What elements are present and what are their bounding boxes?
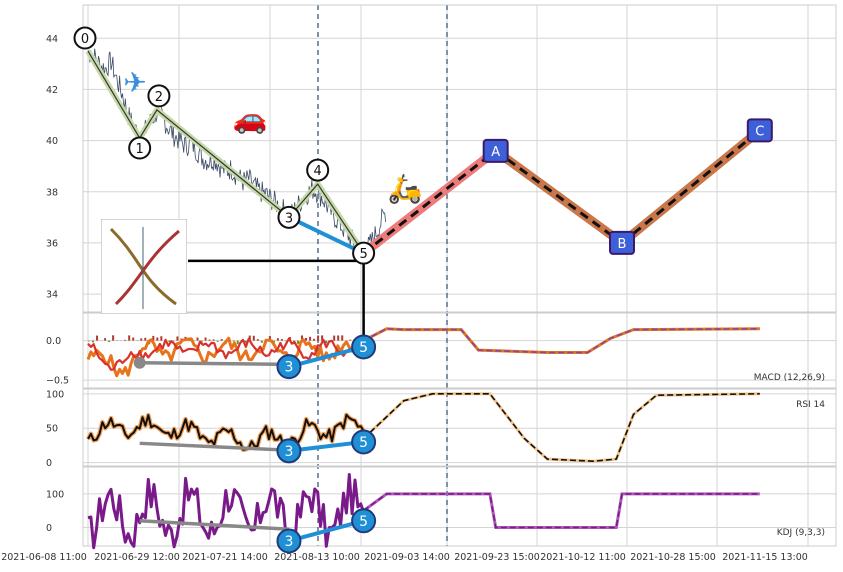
macd-histogram-bar: [88, 341, 90, 342]
wave-label: 0: [81, 32, 89, 47]
y-tick-label: −0.5: [46, 376, 69, 387]
y-tick-label: 42: [46, 85, 58, 96]
macd-histogram-bar: [337, 335, 339, 340]
y-tick-label: 0: [46, 523, 52, 534]
rsi-forward-line: [364, 394, 760, 461]
macd-histogram-bar: [176, 336, 178, 340]
macd-histogram-bar: [124, 340, 126, 341]
scooter-icon: 🛵: [388, 172, 423, 205]
macd-histogram-bar: [221, 339, 223, 341]
projection-label: B: [618, 237, 627, 252]
macd-panel: 0.0 −0.5 3 5: [46, 329, 760, 387]
x-tick-label: 2021-10-28 15:00: [630, 552, 716, 563]
macd-histogram-bar: [237, 341, 239, 345]
panel-frames: [83, 5, 836, 546]
wave-label: 1: [136, 142, 144, 157]
macd-histogram-bar: [144, 338, 146, 341]
rsi-panel: 0 50 100 3 5: [46, 389, 760, 469]
y-tick-label: 34: [46, 290, 58, 301]
airplane-icon: ✈: [123, 66, 146, 99]
x-tick-label: 2021-10-12 11:00: [540, 552, 626, 563]
macd-histogram-bar: [92, 341, 94, 343]
kdj-forward-line: [364, 494, 760, 528]
divergence-label: 5: [359, 435, 368, 451]
y-tick-label: 40: [46, 136, 58, 147]
macd-histogram-bar: [261, 341, 263, 343]
macd-panel-label: MACD (12,26,9): [754, 373, 825, 383]
wave-label: 5: [359, 247, 367, 262]
macd-histogram-bar: [317, 336, 319, 341]
kdj-forward-band: [364, 494, 760, 528]
macd-histogram-bar: [104, 338, 106, 340]
macd-histogram-bar: [209, 340, 211, 341]
y-tick-label: 0: [46, 458, 52, 469]
macd-histogram-bar: [108, 341, 110, 342]
y-tick-label: 50: [46, 424, 58, 435]
grey-divergence-line: [140, 363, 289, 365]
macd-histogram-bar: [297, 341, 299, 344]
macd-histogram-bar: [160, 336, 162, 340]
macd-histogram-bar: [205, 338, 207, 341]
x-tick-label: 2021-06-29 12:00: [94, 552, 180, 563]
macd-histogram-bar: [333, 336, 335, 341]
wave-label: 2: [155, 90, 163, 105]
y-tick-label: 36: [46, 238, 58, 249]
x-tick-label: 2021-09-23 15:00: [454, 552, 540, 563]
macd-histogram-bar: [128, 335, 130, 340]
macd-histogram-bar: [341, 335, 343, 340]
x-tick-label: 2021-09-03 14:00: [364, 552, 450, 563]
y-tick-label: 100: [46, 489, 64, 500]
divergence-label: 5: [359, 514, 368, 530]
kdj-line: [88, 475, 364, 549]
y-tick-label: 0.0: [46, 336, 61, 347]
macd-histogram-bar: [213, 339, 215, 340]
macd-histogram-bar: [217, 341, 219, 342]
macd-histogram-bar: [156, 337, 158, 340]
wave-label: 4: [314, 164, 322, 179]
macd-histogram-bar: [233, 341, 235, 342]
kdj-panel-label: KDJ (9,3,3): [777, 528, 825, 538]
y-tick-label: 100: [46, 389, 64, 400]
x-tick-label: 2021-07-21 14:00: [182, 552, 268, 563]
macd-histogram-bar: [281, 339, 283, 341]
pattern-thumbnail-image: [101, 219, 187, 314]
x-tick-label: 2021-11-15 13:00: [722, 552, 808, 563]
kdj-panel: 0 100 3 5: [46, 475, 760, 553]
divergence-label: 3: [285, 444, 294, 460]
macd-histogram-bar: [253, 336, 255, 341]
macd-histogram-bar: [197, 338, 199, 341]
macd-histogram-bar: [132, 338, 134, 341]
y-tick-label: 38: [46, 187, 58, 198]
projection-label: A: [491, 145, 500, 160]
panel-frame: [83, 467, 836, 546]
wave-label: 3: [285, 211, 293, 226]
rsi-panel-label: RSI 14: [796, 400, 825, 410]
macd-histogram-bar: [349, 340, 351, 341]
macd-histogram-bar: [277, 338, 279, 340]
divergence-label: 5: [359, 340, 368, 356]
macd-histogram-bar: [140, 338, 142, 340]
x-tick-label: 2021-06-08 11:00: [1, 552, 87, 563]
projection-label: C: [755, 124, 764, 139]
divergence-label: 3: [285, 534, 294, 550]
macd-histogram-bar: [112, 335, 114, 340]
macd-histogram-bar: [313, 339, 315, 341]
grid-lines: [83, 5, 836, 546]
divergence-label: 3: [285, 360, 294, 376]
macd-histogram-bar: [96, 336, 98, 341]
macd-histogram-bar: [309, 337, 311, 341]
x-tick-label: 2021-08-13 10:00: [274, 552, 360, 563]
car-icon: 🚗: [233, 102, 268, 135]
rsi-forward-band: [364, 394, 760, 461]
macd-histogram-bar: [257, 339, 259, 340]
y-tick-label: 44: [46, 34, 58, 45]
